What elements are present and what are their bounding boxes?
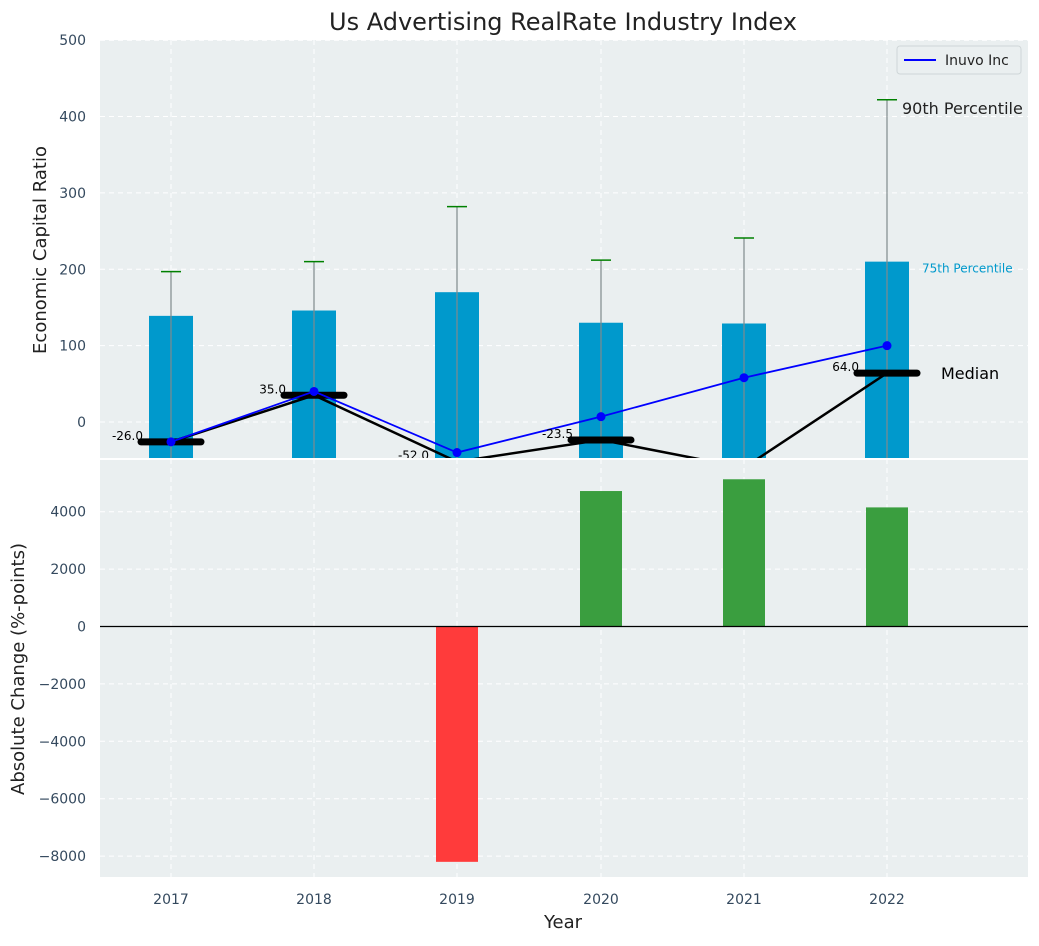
x-tick-label: 2017: [153, 892, 189, 908]
x-tick-label: 2021: [726, 892, 762, 908]
inuvo-data-point: [166, 437, 176, 447]
bottom-y-tick-label: −8000: [39, 849, 86, 865]
top-y-tick-label: 0: [77, 415, 86, 431]
top-y-tick-label: 100: [59, 339, 86, 355]
top-y-tick-label: 300: [59, 186, 86, 202]
bottom-y-tick-label: −2000: [39, 677, 86, 693]
legend-label-inuvo: Inuvo Inc: [945, 53, 1009, 69]
inuvo-data-point: [882, 341, 892, 351]
top-y-axis-title: Economic Capital Ratio: [30, 146, 51, 354]
median-value-label: 64.0: [832, 360, 859, 374]
percentile-90-annotation: 90th Percentile: [902, 99, 1023, 118]
change-bar-positive: [580, 491, 622, 627]
change-bar-negative: [436, 626, 478, 862]
percentile-75-annotation: 75th Percentile: [922, 262, 1013, 276]
change-bar-positive: [866, 507, 908, 627]
top-panel-marks: -26.0 35.0 -52.0 -23.5 64.0: [112, 99, 921, 463]
inuvo-data-point: [596, 412, 606, 422]
median-annotation: Median: [941, 364, 999, 383]
bottom-y-tick-label: 0: [77, 620, 86, 636]
x-tick-label: 2020: [583, 892, 619, 908]
x-tick-label: 2022: [869, 892, 905, 908]
inuvo-data-point: [309, 386, 319, 396]
inuvo-data-point: [452, 448, 462, 458]
x-tick-label: 2018: [296, 892, 332, 908]
top-y-tick-label: 400: [59, 110, 86, 126]
bottom-y-axis-title: Absolute Change (%-points): [8, 543, 29, 795]
top-y-tick-label: 200: [59, 262, 86, 278]
x-tick-label: 2019: [439, 892, 475, 908]
legend-box: [896, 45, 1022, 75]
bottom-y-tick-label: −4000: [39, 734, 86, 750]
chart-title: Us Advertising RealRate Industry Index: [329, 8, 797, 36]
legend: Inuvo Inc: [896, 45, 1022, 75]
inuvo-data-point: [739, 373, 749, 383]
bottom-y-tick-label: 4000: [50, 505, 86, 521]
median-value-label: 35.0: [259, 382, 286, 396]
bottom-y-tick-label: −6000: [39, 792, 86, 808]
top-y-tick-label: 500: [59, 33, 86, 49]
median-value-label: -26.0: [112, 429, 143, 443]
change-bar-positive: [723, 479, 765, 627]
bottom-y-tick-label: 2000: [50, 562, 86, 578]
median-value-label: -23.5: [542, 427, 573, 441]
x-axis-title: Year: [543, 912, 583, 933]
inuvo-series-line: [170, 344, 888, 454]
median-line: [170, 372, 888, 459]
median-value-label: -52.0: [398, 449, 429, 463]
